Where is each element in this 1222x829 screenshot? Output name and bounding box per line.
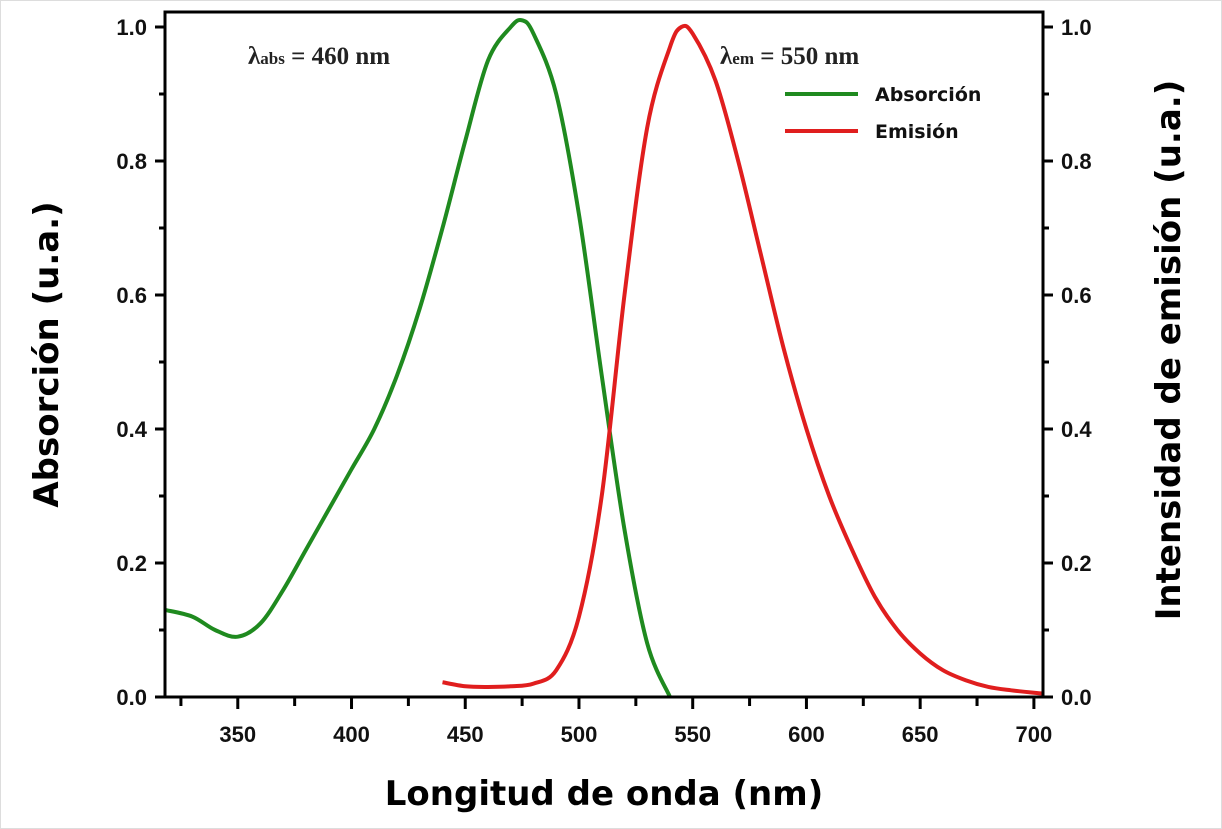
y2-tick-label: 1.0	[1061, 15, 1092, 40]
y-axis-label: Absorción (u.a.)	[27, 201, 67, 507]
legend-label: Emisión	[875, 121, 959, 143]
x-axis-label: Longitud de onda (nm)	[385, 774, 823, 814]
y2-tick-label: 0.0	[1061, 685, 1092, 710]
y-tick-label: 1.0	[116, 15, 147, 40]
y2-axis-label: Intensidad de emisión (u.a.)	[1149, 80, 1189, 620]
y2-tick-label: 0.6	[1061, 283, 1092, 308]
legend-label: Absorción	[875, 84, 981, 106]
y2-tick-label: 0.2	[1061, 551, 1092, 576]
x-tick-label: 550	[674, 722, 711, 747]
peak-annotation: λabs = 460 nm	[248, 43, 390, 70]
y-tick-label: 0.8	[116, 149, 147, 174]
series-line-emision	[442, 23, 1044, 696]
y2-tick-label: 0.8	[1061, 149, 1092, 174]
x-tick-label: 700	[1016, 722, 1053, 747]
plot-frame	[163, 10, 1045, 699]
y-tick-label: 0.6	[116, 283, 147, 308]
x-tick-label: 400	[333, 722, 370, 747]
series-line-absorcion	[164, 17, 672, 698]
y-tick-label: 0.4	[116, 417, 147, 442]
x-tick-label: 650	[902, 722, 939, 747]
legend: Absorción Emisión	[785, 84, 981, 143]
x-tick-label: 350	[219, 722, 256, 747]
x-tick-label: 450	[447, 722, 484, 747]
y-tick-label: 0.0	[116, 685, 147, 710]
x-tick-label: 600	[788, 722, 825, 747]
y-tick-label: 0.2	[116, 551, 147, 576]
peak-annotation: λem = 550 nm	[720, 43, 859, 70]
y2-tick-label: 0.4	[1061, 417, 1092, 442]
x-tick-label: 500	[561, 722, 598, 747]
